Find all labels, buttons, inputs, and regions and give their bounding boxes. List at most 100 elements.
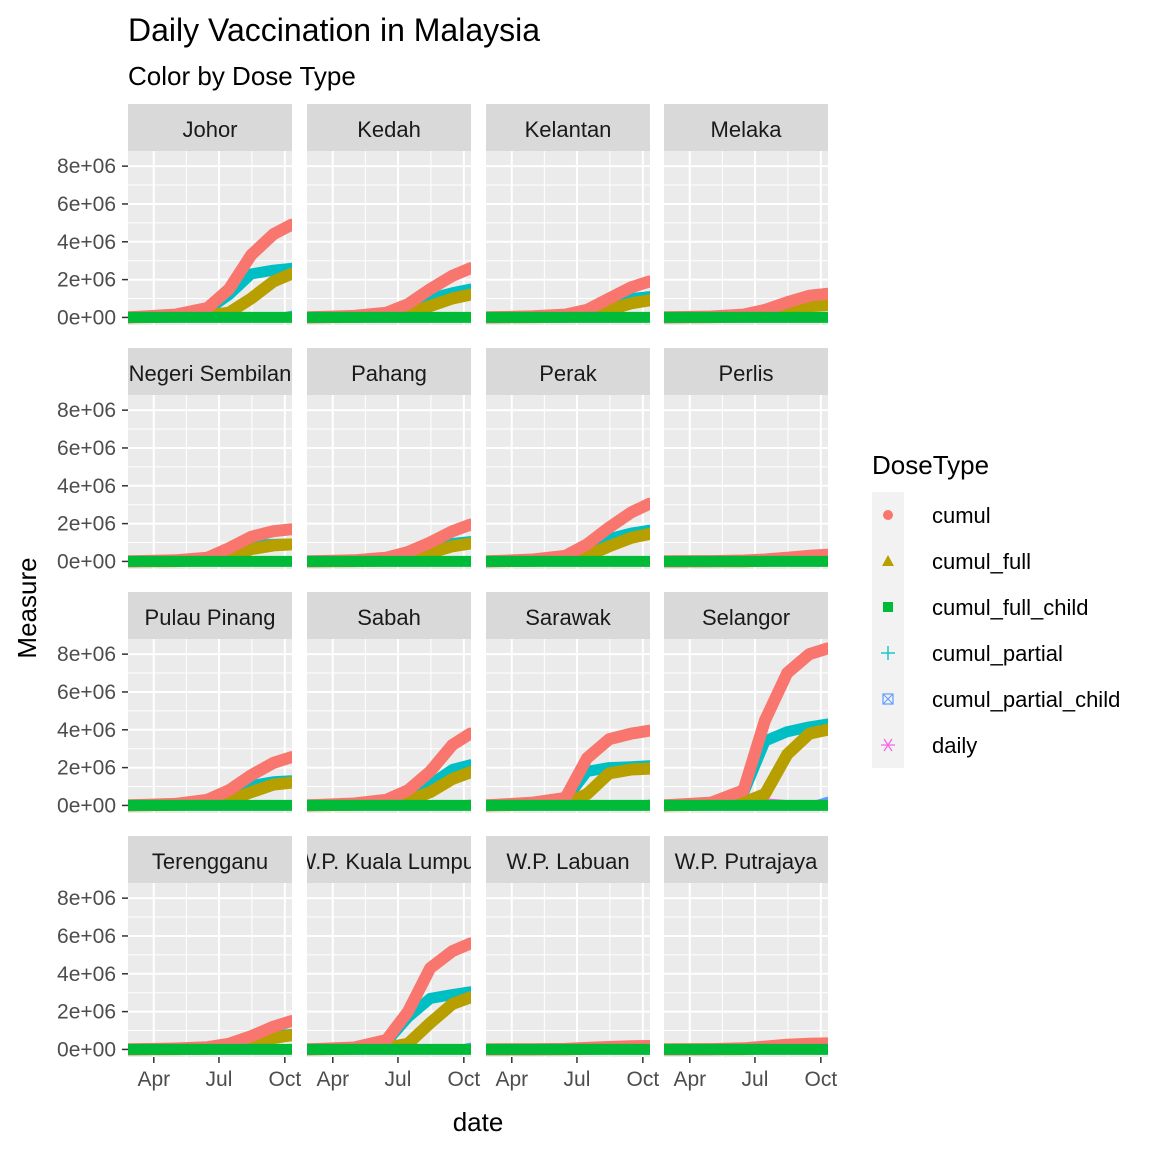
facet-panel: Selangor (664, 592, 828, 813)
y-tick-label: 6e+06 (57, 193, 116, 216)
x-axes: Apr Jul Oct Apr Jul Oct Apr Jul Oct Apr Jul Oct (137, 1057, 837, 1091)
facet-panel: Pulau Pinang (128, 592, 292, 813)
gridlines (664, 395, 828, 569)
y-tick-label: 8e+06 (57, 643, 116, 666)
legend-label: cumul_partial_child (932, 687, 1120, 712)
x-tick-label: Oct (627, 1068, 660, 1091)
facet-label: Sarawak (525, 605, 612, 630)
x-tick-label: Apr (673, 1068, 706, 1091)
y-tick-label: 0e+00 (57, 1038, 116, 1061)
series-group (128, 1015, 292, 1056)
y-axes: 0e+00 2e+06 4e+06 6e+06 8e+06 0e+00 2e+06 4e+06… (57, 155, 128, 1061)
y-tick-label: 8e+06 (57, 155, 116, 178)
series-group (486, 275, 650, 324)
series-group (128, 218, 292, 324)
series-group (664, 1037, 828, 1056)
facet-panel: Terengganu (128, 836, 292, 1057)
gridlines (486, 883, 650, 1057)
x-tick-label: Oct (448, 1068, 481, 1091)
y-tick-label: 0e+00 (57, 794, 116, 817)
facet-label: Kedah (357, 117, 421, 142)
facet-strip (664, 592, 828, 639)
series-group (664, 287, 828, 324)
y-tick-label: 2e+06 (57, 269, 116, 292)
panel-background (664, 883, 828, 1057)
facet-panel: W.P. Kuala Lumpur (296, 836, 483, 1057)
facet-panel: Negeri Sembilan (128, 348, 292, 569)
series-group (307, 727, 471, 812)
facet-strip (307, 836, 471, 883)
facet-strip (486, 348, 650, 395)
facet-panel: Sarawak (486, 592, 650, 813)
facet-strip (307, 104, 471, 151)
facet-strip (128, 348, 292, 395)
chart-subtitle: Color by Dose Type (128, 61, 356, 91)
facet-label: Selangor (702, 605, 790, 630)
y-tick-label: 6e+06 (57, 437, 116, 460)
facet-panel: W.P. Labuan (486, 836, 650, 1057)
y-tick-label: 0e+00 (57, 306, 116, 329)
facet-panel: Melaka (664, 104, 828, 325)
facet-label: Melaka (711, 117, 783, 142)
y-tick-label: 0e+00 (57, 550, 116, 573)
y-tick-label: 6e+06 (57, 925, 116, 948)
legend-symbol-circle (883, 510, 893, 520)
facet-label: W.P. Labuan (506, 849, 629, 874)
facet-strip (128, 104, 292, 151)
legend-symbol-square-x (882, 693, 894, 705)
facet-strip (307, 348, 471, 395)
facet-panel: Kedah (307, 104, 471, 325)
facet-strip (486, 592, 650, 639)
legend-symbol-triangle (882, 555, 894, 566)
y-tick-label: 4e+06 (57, 963, 116, 986)
y-tick-label: 4e+06 (57, 475, 116, 498)
x-tick-label: Oct (269, 1068, 302, 1091)
legend-symbol-asterisk (881, 738, 895, 752)
facet-panel: Johor (128, 104, 292, 325)
facet-panel: Pahang (307, 348, 471, 569)
legend-item: cumul_full_child (872, 584, 1089, 630)
legend-label: cumul_full (932, 549, 1031, 574)
series-group (128, 523, 292, 568)
facet-label: Johor (182, 117, 237, 142)
x-axis-title: date (453, 1107, 504, 1137)
x-tick-label: Jul (206, 1068, 233, 1091)
legend-label: cumul_partial (932, 641, 1063, 666)
y-tick-label: 2e+06 (57, 757, 116, 780)
x-tick-label: Apr (316, 1068, 349, 1091)
y-tick-label: 4e+06 (57, 719, 116, 742)
facet-label: Perlis (718, 361, 773, 386)
series-group (486, 724, 650, 812)
legend-item: cumul_full (872, 538, 1031, 584)
facet-strip (664, 348, 828, 395)
facet-strip (486, 104, 650, 151)
series-group (307, 518, 471, 568)
y-tick-label: 2e+06 (57, 1001, 116, 1024)
x-tick-label: Apr (495, 1068, 528, 1091)
legend-title: DoseType (872, 450, 989, 480)
facet-label: Negeri Sembilan (129, 361, 292, 386)
facet-panel: Perak (486, 348, 650, 569)
facet-panel: Sabah (307, 592, 471, 813)
y-tick-label: 4e+06 (57, 231, 116, 254)
legend-symbol-square (883, 602, 893, 612)
facet-label: W.P. Putrajaya (675, 849, 818, 874)
series-group (664, 642, 828, 812)
facet-label: Pahang (351, 361, 427, 386)
facet-strip (128, 592, 292, 639)
x-tick-label: Jul (742, 1068, 769, 1091)
y-axis-title: Measure (12, 557, 42, 658)
facet-label: Kelantan (525, 117, 612, 142)
legend-item: daily (872, 722, 977, 768)
legend-label: daily (932, 733, 977, 758)
chart-title: Daily Vaccination in Malaysia (128, 12, 540, 48)
y-tick-label: 2e+06 (57, 513, 116, 536)
facet-label: Sabah (357, 605, 421, 630)
series-group (664, 548, 828, 568)
x-tick-label: Apr (137, 1068, 170, 1091)
x-tick-label: Jul (564, 1068, 591, 1091)
legend-label: cumul_full_child (932, 595, 1089, 620)
facet-label: W.P. Kuala Lumpur (296, 849, 483, 874)
legend: DoseType cumul cumul_full cumul_full_child… (872, 450, 1120, 768)
x-tick-label: Oct (805, 1068, 838, 1091)
